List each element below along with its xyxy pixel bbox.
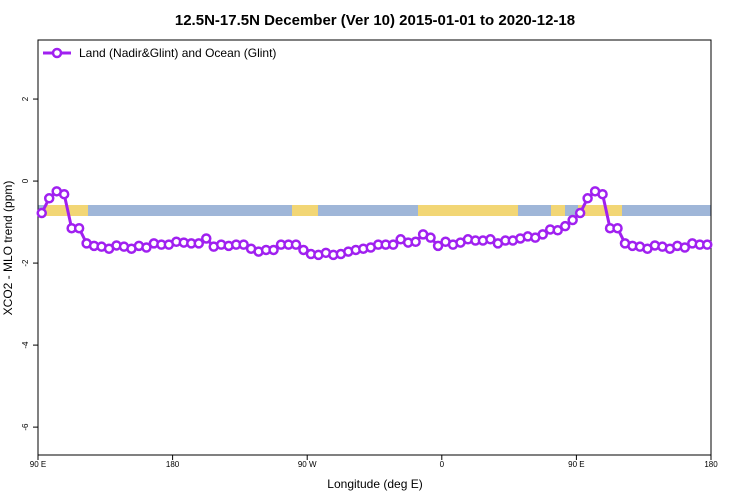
x-tick-label: 90 E — [30, 460, 46, 469]
land-patch — [551, 205, 565, 216]
data-point — [141, 242, 152, 253]
map-band — [38, 205, 711, 216]
data-point — [193, 238, 205, 249]
data-point — [290, 239, 302, 250]
ocean-band — [38, 205, 711, 216]
data-point — [268, 244, 279, 256]
data-point — [43, 193, 55, 204]
data-point — [597, 188, 608, 200]
data-point — [238, 239, 249, 250]
data-point — [201, 233, 212, 244]
data-point — [425, 232, 436, 243]
data-point — [36, 207, 47, 219]
y-tick-label: 2 — [21, 96, 30, 101]
legend-marker — [51, 47, 63, 59]
x-tick-label: 0 — [440, 460, 445, 469]
data-point — [612, 222, 623, 234]
data-point — [73, 222, 85, 234]
data-point — [410, 236, 421, 248]
data-point — [582, 193, 593, 204]
data-point — [537, 229, 548, 240]
y-tick-label: 0 — [21, 178, 30, 183]
y-tick-label: -6 — [21, 423, 30, 431]
y-axis-label: XCO2 - MLO trend (ppm) — [1, 181, 15, 316]
y-tick-label: -4 — [21, 341, 30, 349]
data-point — [485, 234, 496, 245]
data-point — [679, 242, 691, 253]
data-point — [552, 225, 563, 236]
data-point — [574, 207, 586, 219]
x-axis-label: Longitude (deg E) — [327, 477, 422, 491]
legend-label: Land (Nadir&Glint) and Ocean (Glint) — [79, 46, 276, 60]
land-patch — [44, 205, 88, 216]
x-tick-label: 90 W — [298, 460, 317, 469]
land-patch — [292, 205, 318, 216]
y-tick-label: -2 — [21, 259, 30, 267]
chart-title: 12.5N-17.5N December (Ver 10) 2015-01-01… — [175, 12, 575, 29]
land-patch — [418, 205, 518, 216]
x-tick-label: 90 E — [568, 460, 584, 469]
x-tick-label: 180 — [166, 460, 180, 469]
data-point — [702, 239, 713, 250]
data-point — [559, 220, 571, 232]
data-point — [567, 214, 578, 226]
data-point — [58, 188, 70, 200]
data-point — [387, 239, 399, 250]
data-point — [298, 244, 309, 256]
land-patch — [578, 205, 622, 216]
data-point — [432, 240, 444, 252]
x-tick-label: 180 — [704, 460, 718, 469]
